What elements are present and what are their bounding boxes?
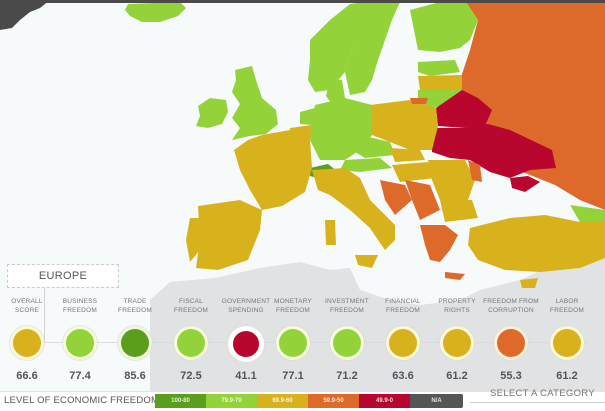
score-value: 77.1 — [282, 370, 304, 382]
connector-line — [44, 287, 45, 342]
category-investment-freedom[interactable]: INVESTMENT FREEDOM 71.2 — [312, 297, 382, 382]
score-value: 41.1 — [235, 370, 257, 382]
category-label: GOVERNMENT SPENDING — [221, 298, 271, 314]
category-label: LABOR FREEDOM — [550, 298, 584, 314]
country-moldova — [468, 160, 482, 182]
country-ireland — [196, 98, 228, 128]
legend-swatch-moderately-free: 69.9-60 — [257, 394, 308, 408]
country-slovakia — [390, 148, 425, 162]
score-value: 72.5 — [180, 370, 202, 382]
category-trade-freedom[interactable]: TRADE FREEDOM 85.6 — [100, 297, 170, 382]
top-bar — [0, 0, 605, 3]
country-sardinia — [325, 220, 336, 245]
category-label: OVERALL SCORE — [11, 298, 43, 314]
country-italy — [312, 168, 395, 250]
country-poland — [370, 100, 438, 150]
score-circle[interactable] — [494, 326, 528, 360]
category-financial-freedom[interactable]: FINANCIAL FREEDOM 63.6 — [368, 297, 438, 382]
country-finland — [410, 2, 478, 52]
score-value: 61.2 — [446, 370, 468, 382]
score-circle[interactable] — [440, 326, 474, 360]
legend-swatch-repressed: 49.9-0 — [359, 394, 410, 408]
region-crimea — [510, 176, 540, 192]
category-freedom-from-corruption[interactable]: FREEDOM FROM CORRUPTION 55.3 — [476, 297, 546, 382]
country-austria — [340, 158, 392, 172]
legend-title: LEVEL OF ECONOMIC FREEDOM — [4, 395, 160, 406]
country-denmark — [326, 80, 345, 104]
score-circle[interactable] — [228, 326, 264, 362]
score-value: 66.6 — [16, 370, 38, 382]
category-government-spending[interactable]: GOVERNMENT SPENDING 41.1 — [211, 297, 281, 382]
score-value: 61.2 — [556, 370, 578, 382]
category-label: FISCAL FREEDOM — [174, 298, 208, 314]
score-value: 85.6 — [124, 370, 146, 382]
select-category-underline — [470, 402, 605, 403]
country-latvia — [418, 75, 462, 90]
country-uk — [232, 66, 278, 140]
country-greece — [420, 225, 458, 262]
country-iceland — [125, 2, 186, 22]
category-fiscal-freedom[interactable]: FISCAL FREEDOM 72.5 — [156, 297, 226, 382]
category-label: INVESTMENT FREEDOM — [325, 298, 369, 314]
category-monetary-freedom[interactable]: MONETARY FREEDOM 77.1 — [258, 297, 328, 382]
country-sweden — [345, 2, 400, 95]
score-value: 55.3 — [500, 370, 522, 382]
category-label: TRADE FREEDOM — [118, 298, 152, 314]
legend-swatch-mostly-unfree: 59.9-50 — [308, 394, 359, 408]
score-circle[interactable] — [386, 326, 420, 360]
category-overall-score[interactable]: OVERALL SCORE 66.6 — [0, 297, 62, 382]
category-label: MONETARY FREEDOM — [274, 298, 312, 314]
score-value: 63.6 — [392, 370, 414, 382]
category-business-freedom[interactable]: BUSINESS FREEDOM 77.4 — [45, 297, 115, 382]
score-circle[interactable] — [550, 326, 584, 360]
country-portugal — [186, 218, 202, 262]
country-estonia — [418, 60, 460, 76]
region-selector[interactable]: EUROPE — [7, 264, 119, 288]
country-georgia — [570, 205, 605, 222]
category-label: FINANCIAL FREEDOM — [385, 298, 421, 314]
country-norway — [308, 2, 365, 92]
country-serbia — [405, 180, 440, 220]
score-circle[interactable] — [330, 326, 364, 360]
country-turkey — [468, 215, 605, 272]
score-circle[interactable] — [174, 326, 208, 360]
country-romania — [428, 160, 475, 200]
country-russia — [460, 0, 605, 210]
legend-bar: LEVEL OF ECONOMIC FREEDOM 100-80 79.9-70… — [0, 391, 605, 411]
legend-swatch-na: N/A — [410, 394, 463, 408]
score-value: 77.4 — [69, 370, 91, 382]
category-property-rights[interactable]: PROPERTY RIGHTS 61.2 — [422, 297, 492, 382]
country-croatia — [380, 180, 412, 215]
country-crete — [445, 272, 465, 280]
score-circle[interactable] — [276, 326, 310, 360]
greenland — [0, 0, 50, 30]
country-netherlands — [300, 108, 315, 125]
country-belarus — [436, 90, 492, 128]
score-circle[interactable] — [10, 326, 44, 360]
country-bulgaria — [440, 200, 478, 222]
category-labor-freedom[interactable]: LABOR FREEDOM 61.2 — [532, 297, 602, 382]
north-africa — [150, 250, 605, 410]
category-label: PROPERTY RIGHTS — [438, 298, 476, 314]
select-category-button[interactable]: SELECT A CATEGORY — [490, 388, 595, 399]
country-ukraine — [432, 124, 556, 178]
region-kaliningrad — [410, 98, 428, 104]
legend-swatch-mostly-free: 79.9-70 — [206, 394, 257, 408]
score-circle[interactable] — [63, 326, 97, 360]
country-france — [234, 130, 312, 210]
legend-swatch-free: 100-80 — [155, 394, 206, 408]
category-label: FREEDOM FROM CORRUPTION — [483, 298, 539, 314]
category-label: BUSINESS FREEDOM — [62, 298, 98, 314]
country-cyprus — [520, 278, 538, 288]
country-spain — [196, 200, 262, 270]
score-value: 71.2 — [336, 370, 358, 382]
country-sicily — [355, 255, 378, 268]
score-circle[interactable] — [118, 326, 152, 360]
country-czech — [352, 135, 395, 158]
country-hungary — [392, 162, 435, 182]
